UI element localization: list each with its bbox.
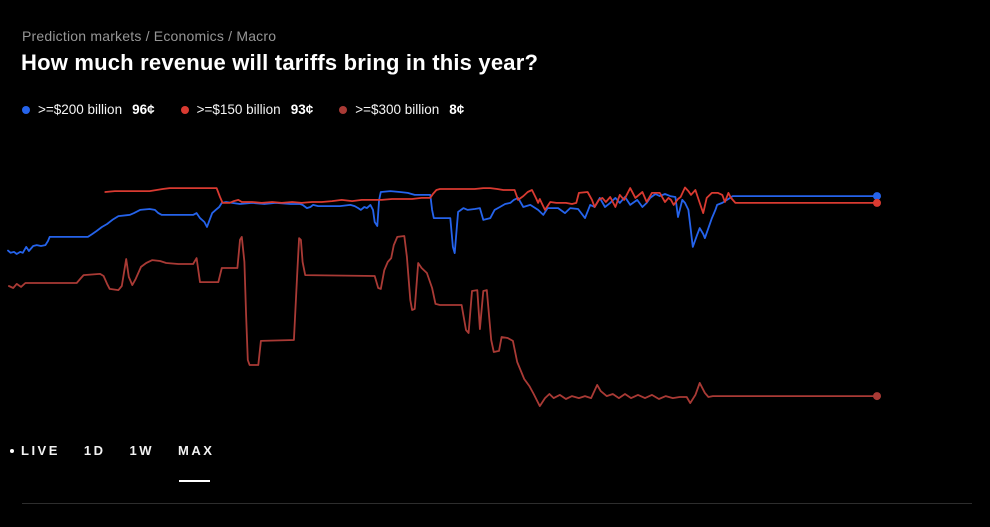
live-indicator-dot bbox=[10, 448, 14, 453]
tab-1d[interactable]: 1D bbox=[84, 441, 106, 460]
legend-label: >=$150 billion bbox=[196, 102, 281, 117]
market-legend: >=$200 billion 96¢ >=$150 billion 93¢ >=… bbox=[22, 102, 464, 117]
chart-canvas[interactable] bbox=[0, 160, 990, 425]
tab-max[interactable]: MAX bbox=[178, 441, 215, 482]
legend-price: 96¢ bbox=[132, 102, 155, 117]
legend-label: >=$300 billion bbox=[355, 102, 440, 117]
tab-live[interactable]: LIVE bbox=[10, 441, 60, 460]
legend-price: 93¢ bbox=[290, 102, 314, 117]
legend-item-gte-200-billion[interactable]: >=$200 billion 96¢ bbox=[22, 102, 155, 117]
series-endpoint-dot-gte-200-billion bbox=[873, 192, 881, 201]
page-title: How much revenue will tariffs bring in t… bbox=[21, 50, 539, 75]
series-dot-icon bbox=[22, 105, 30, 114]
breadcrumb[interactable]: Prediction markets / Economics / Macro bbox=[22, 28, 277, 44]
legend-label: >=$200 billion bbox=[38, 102, 123, 117]
price-history-chart[interactable] bbox=[0, 160, 990, 425]
tab-label: 1W bbox=[129, 443, 155, 458]
series-line-gte-300-billion bbox=[7, 235, 878, 408]
series-line-gte-150-billion bbox=[104, 186, 878, 214]
series-dot-icon bbox=[180, 105, 189, 114]
series-line-gte-200-billion bbox=[7, 190, 878, 255]
tab-1w[interactable]: 1W bbox=[130, 441, 155, 460]
series-endpoint-dot-gte-150-billion bbox=[873, 198, 881, 207]
tab-label: MAX bbox=[178, 443, 215, 458]
tab-label: LIVE bbox=[21, 443, 60, 458]
time-range-tabs: LIVE 1D 1W MAX bbox=[10, 441, 238, 482]
legend-item-gte-150-billion[interactable]: >=$150 billion 93¢ bbox=[180, 102, 314, 117]
series-dot-icon bbox=[339, 105, 348, 114]
legend-price: 8¢ bbox=[449, 102, 465, 117]
tab-label: 1D bbox=[83, 443, 106, 458]
legend-item-gte-300-billion[interactable]: >=$300 billion 8¢ bbox=[339, 102, 464, 117]
series-endpoint-dot-gte-300-billion bbox=[873, 392, 881, 401]
bottom-divider bbox=[22, 503, 972, 504]
